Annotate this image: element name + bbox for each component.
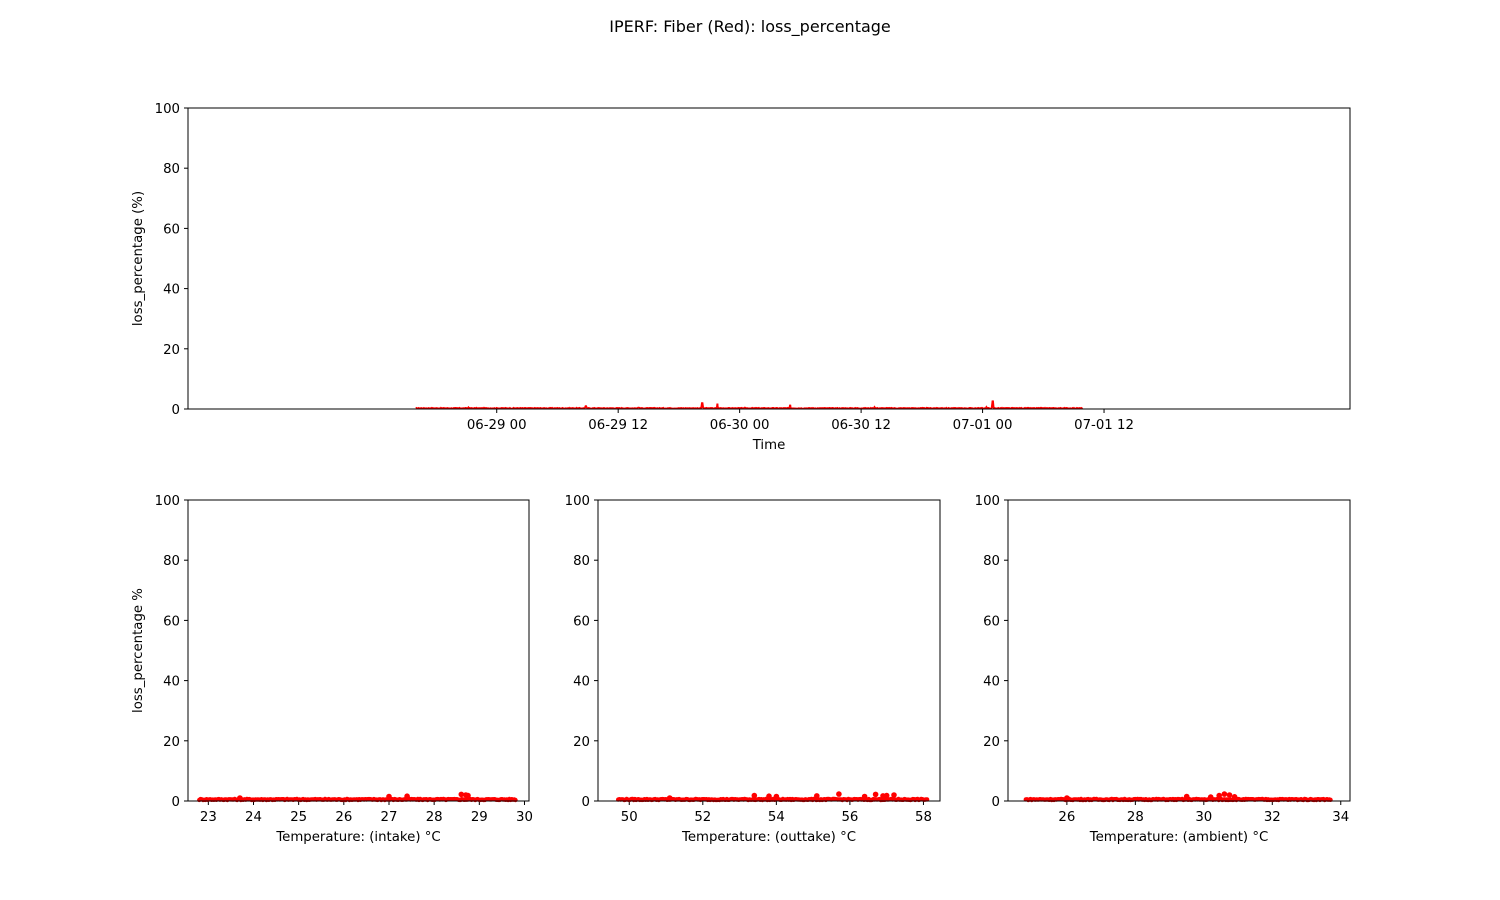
- data-point: [883, 792, 890, 799]
- data-point: [666, 795, 673, 801]
- data-point: [1221, 791, 1228, 797]
- y-tick-label: 0: [992, 795, 1000, 810]
- y-tick-label: 20: [163, 343, 180, 358]
- data-point: [1064, 795, 1070, 801]
- data-point: [773, 793, 780, 800]
- y-tick-label: 20: [983, 735, 1000, 750]
- y-tick-label: 60: [573, 614, 590, 629]
- y-tick-label: 100: [565, 494, 590, 509]
- x-tick-label: 28: [1127, 810, 1144, 825]
- axes-frame: [187, 107, 1351, 410]
- data-point: [458, 791, 465, 798]
- x-tick-label: 27: [381, 810, 398, 825]
- y-tick-label: 0: [172, 403, 180, 418]
- x-tick-label: 24: [245, 810, 262, 825]
- y-tick-label: 80: [573, 554, 590, 569]
- data-point: [465, 792, 471, 799]
- panel-time: 0 20 40 60 80 100 06-29 00 06-29 12 06-30 00 06-3…: [131, 102, 1351, 453]
- data-point: [1226, 792, 1233, 798]
- axes-frame: [597, 499, 941, 802]
- y-tick-label: 100: [975, 494, 1000, 509]
- data-point: [1216, 792, 1222, 799]
- axes-frame: [1007, 499, 1351, 802]
- x-tick-label: 06-30 00: [710, 418, 770, 433]
- data-point: [513, 797, 518, 803]
- data-point: [1183, 793, 1190, 800]
- x-tick-label: 50: [621, 810, 638, 825]
- series-line: [415, 400, 1084, 410]
- x-axis-label: Time: [752, 438, 786, 453]
- x-tick-label: 30: [1195, 810, 1212, 825]
- x-tick-label: 29: [471, 810, 488, 825]
- y-tick-label: 100: [155, 102, 180, 117]
- y-tick-label: 60: [983, 614, 1000, 629]
- x-tick-label: 07-01 00: [953, 418, 1013, 433]
- x-tick-label: 56: [841, 810, 858, 825]
- x-tick-label: 06-29 00: [467, 418, 527, 433]
- y-tick-label: 80: [163, 554, 180, 569]
- x-tick-label: 26: [335, 810, 352, 825]
- y-axis-label: loss_percentage %: [131, 588, 146, 713]
- x-axis-label: Temperature: (intake) °C: [275, 830, 440, 845]
- x-axis-label: Temperature: (outtake) °C: [681, 830, 856, 845]
- data-point: [237, 795, 243, 801]
- data-point: [814, 793, 820, 799]
- data-point: [751, 792, 758, 799]
- x-tick-label: 07-01 12: [1074, 418, 1134, 433]
- x-tick-label: 58: [915, 810, 932, 825]
- y-tick-label: 40: [983, 675, 1000, 690]
- x-tick-label: 23: [200, 810, 217, 825]
- x-tick-label: 25: [290, 810, 307, 825]
- figure-title: IPERF: Fiber (Red): loss_percentage: [609, 17, 891, 37]
- x-tick-label: 26: [1058, 810, 1075, 825]
- y-tick-label: 40: [163, 675, 180, 690]
- data-point: [861, 793, 868, 800]
- data-point: [891, 792, 897, 798]
- data-point: [766, 793, 772, 799]
- panel-intake: 0 20 40 60 80 100 23 24 25 26 27 28 29 30 Temperature:…: [131, 494, 533, 845]
- panels: 0 20 40 60 80 100 06-29 00 06-29 12 06-30 00 06-3…: [131, 102, 1351, 845]
- y-tick-label: 20: [163, 735, 180, 750]
- x-tick-label: 32: [1264, 810, 1281, 825]
- y-tick-label: 40: [573, 675, 590, 690]
- y-tick-label: 60: [163, 222, 180, 237]
- x-axis-label: Temperature: (ambient) °C: [1089, 830, 1269, 845]
- y-tick-label: 0: [172, 795, 180, 810]
- axes-frame: [187, 499, 530, 802]
- y-tick-label: 100: [155, 494, 180, 509]
- x-tick-label: 34: [1332, 810, 1349, 825]
- panel-ambient: 0 20 40 60 80 100 26 28 30 32 34 Temperature: (ambi…: [975, 494, 1351, 845]
- data-point: [1231, 794, 1238, 800]
- x-tick-label: 54: [768, 810, 785, 825]
- data-point: [872, 791, 879, 798]
- y-tick-label: 0: [582, 795, 590, 810]
- y-tick-label: 80: [983, 554, 1000, 569]
- x-tick-label: 06-29 12: [588, 418, 648, 433]
- x-tick-label: 30: [516, 810, 533, 825]
- panel-outtake: 0 20 40 60 80 100 50 52 54 56 58 Temperature: (outt…: [565, 494, 941, 845]
- y-tick-label: 80: [163, 162, 180, 177]
- x-tick-label: 06-30 12: [831, 418, 891, 433]
- y-tick-label: 60: [163, 614, 180, 629]
- x-tick-label: 28: [426, 810, 443, 825]
- y-axis-label: loss_percentage (%): [131, 191, 146, 326]
- data-point: [386, 793, 392, 800]
- data-point: [404, 793, 410, 799]
- data-point: [836, 791, 842, 797]
- data-point: [1207, 794, 1214, 800]
- x-tick-label: 52: [694, 810, 711, 825]
- y-tick-label: 40: [163, 283, 180, 298]
- y-tick-label: 20: [573, 735, 590, 750]
